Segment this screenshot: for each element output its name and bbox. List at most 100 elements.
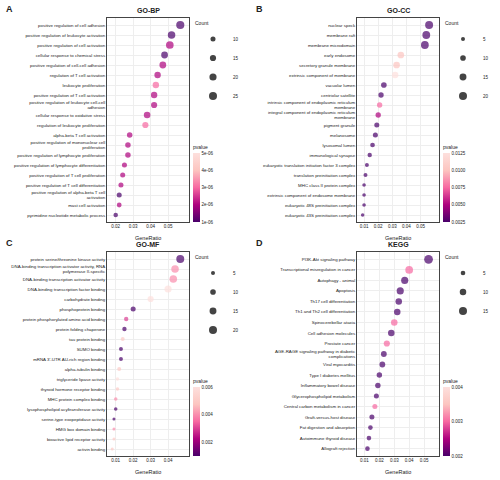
- svg-text:GO-MF: GO-MF: [136, 241, 160, 248]
- svg-text:0.04: 0.04: [146, 224, 155, 229]
- svg-text:15: 15: [483, 309, 489, 314]
- svg-text:secretory granule membrane: secretory granule membrane: [299, 63, 356, 68]
- svg-text:lysosomal lumen: lysosomal lumen: [323, 143, 356, 148]
- svg-text:0.03: 0.03: [146, 458, 155, 463]
- svg-text:0.01: 0.01: [111, 458, 120, 463]
- svg-text:pvalue: pvalue: [193, 144, 208, 150]
- svg-text:early endosome: early endosome: [324, 53, 356, 58]
- svg-text:melanosome: melanosome: [330, 133, 356, 138]
- svg-text:0.04: 0.04: [164, 458, 173, 463]
- svg-text:pyrimidine nucleotide metaboli: pyrimidine nucleotide metabolic process: [27, 213, 106, 218]
- svg-text:5: 5: [233, 271, 236, 276]
- svg-text:pvalue: pvalue: [193, 378, 208, 384]
- svg-text:Autophagy - animal: Autophagy - animal: [317, 278, 355, 283]
- svg-text:cellular response to chemical: cellular response to chemical stress: [36, 53, 106, 58]
- svg-text:serine-type exopeptidase activ: serine-type exopeptidase activity: [42, 417, 107, 422]
- svg-text:10: 10: [233, 37, 239, 42]
- svg-text:positive regulation of leukocy: positive regulation of leukocyte cell-ce…: [29, 100, 105, 111]
- svg-text:GeneRatio: GeneRatio: [135, 235, 161, 241]
- svg-text:PI3K-Akt signaling pathway: PI3K-Akt signaling pathway: [302, 257, 356, 262]
- svg-text:A: A: [6, 4, 13, 14]
- svg-text:Fat digestion and absorption: Fat digestion and absorption: [300, 425, 356, 430]
- svg-text:mast cell activation: mast cell activation: [68, 203, 106, 208]
- svg-text:vacuolar lumen: vacuolar lumen: [325, 83, 355, 88]
- svg-text:eukaryotic translation initiat: eukaryotic translation initiation factor…: [263, 163, 356, 168]
- svg-text:0.02: 0.02: [375, 458, 384, 463]
- svg-text:positive regulation of cell ad: positive regulation of cell adhesion: [38, 23, 106, 28]
- svg-text:Glycerophospholipid metabolism: Glycerophospholipid metabolism: [292, 394, 356, 399]
- svg-text:positive regulation of alpha-b: positive regulation of alpha-beta T cell…: [31, 190, 105, 201]
- svg-text:GeneRatio: GeneRatio: [135, 469, 161, 475]
- svg-text:0.05: 0.05: [416, 224, 425, 229]
- svg-text:cellular response to oxidative: cellular response to oxidative stress: [36, 113, 106, 118]
- svg-text:20: 20: [483, 94, 489, 99]
- svg-text:pvalue: pvalue: [443, 378, 458, 384]
- svg-text:0.0025: 0.0025: [451, 220, 465, 225]
- svg-text:DNA-binding transcription acti: DNA-binding transcription activator acti…: [23, 277, 106, 282]
- svg-text:5: 5: [483, 271, 486, 276]
- svg-text:AGE-RAGE signaling pathway in: AGE-RAGE signaling pathway in diabeticco…: [275, 349, 356, 360]
- svg-text:Type I diabetes mellitus: Type I diabetes mellitus: [309, 373, 356, 378]
- svg-text:0.03: 0.03: [390, 458, 399, 463]
- svg-text:Transcriptional misregulation: Transcriptional misregulation in cancer: [280, 267, 356, 272]
- svg-text:0.05: 0.05: [164, 224, 173, 229]
- svg-text:0.002: 0.002: [451, 454, 463, 459]
- svg-text:positive regulation of lymphoc: positive regulation of lymphocyte prolif…: [17, 153, 105, 158]
- svg-text:D: D: [256, 238, 263, 248]
- svg-text:5: 5: [483, 37, 486, 42]
- svg-text:0.03: 0.03: [129, 224, 138, 229]
- svg-text:0.0050: 0.0050: [451, 202, 465, 207]
- svg-text:0.004: 0.004: [201, 412, 213, 417]
- svg-text:0.04: 0.04: [405, 458, 414, 463]
- svg-text:Prostate cancer: Prostate cancer: [324, 341, 355, 346]
- svg-text:GeneRatio: GeneRatio: [385, 235, 411, 241]
- svg-text:KEGG: KEGG: [388, 241, 409, 248]
- svg-text:0.02: 0.02: [129, 458, 138, 463]
- svg-text:protein phosphorylated amino a: protein phosphorylated amino acid bindin…: [23, 317, 106, 322]
- svg-text:positive regulation of leukocy: positive regulation of leukocyte activat…: [25, 33, 105, 38]
- svg-text:protein folding chaperone: protein folding chaperone: [56, 327, 106, 332]
- svg-text:0.004: 0.004: [451, 385, 463, 390]
- svg-text:lysophospholipid acyltransfera: lysophospholipid acyltransferase activit…: [27, 407, 106, 412]
- svg-text:positive regulation of T cell: positive regulation of T cell differenti…: [26, 183, 106, 188]
- svg-text:MHC class II protein complex: MHC class II protein complex: [298, 183, 356, 188]
- svg-text:Count: Count: [195, 254, 209, 260]
- svg-text:Central carbon metabolism in c: Central carbon metabolism in cancer: [284, 404, 356, 409]
- svg-text:positive regulation of cell-ce: positive regulation of cell-cell adhesio…: [30, 63, 106, 68]
- svg-text:0.0075: 0.0075: [451, 185, 465, 190]
- svg-text:integral component of endoplas: integral component of endoplasmic reticu…: [268, 110, 356, 121]
- svg-text:0.006: 0.006: [201, 385, 213, 390]
- svg-text:20: 20: [233, 328, 239, 333]
- svg-text:SUMO binding: SUMO binding: [77, 347, 106, 352]
- svg-text:regulation of leukocyte prolif: regulation of leukocyte proliferation: [37, 123, 106, 128]
- svg-text:positive regulation of T cell: positive regulation of T cell activation: [34, 93, 106, 98]
- svg-text:15: 15: [233, 56, 239, 61]
- svg-text:10: 10: [233, 290, 239, 295]
- svg-text:10: 10: [483, 56, 489, 61]
- svg-text:positive regulation of T cell: positive regulation of T cell proliferat…: [29, 173, 106, 178]
- svg-text:triglyceride lipase activity: triglyceride lipase activity: [57, 377, 106, 382]
- svg-text:regulation of T cell activatio: regulation of T cell activation: [50, 73, 106, 78]
- svg-text:positive regulation of mononuc: positive regulation of mononuclear cellp…: [31, 140, 106, 151]
- svg-text:Apoptosis: Apoptosis: [336, 288, 356, 293]
- svg-text:alpha-tubulin binding: alpha-tubulin binding: [65, 367, 106, 372]
- svg-text:MHC protein complex binding: MHC protein complex binding: [48, 397, 106, 402]
- svg-text:0.01: 0.01: [360, 224, 369, 229]
- svg-text:GO-BP: GO-BP: [137, 7, 160, 14]
- svg-text:4e-06: 4e-06: [201, 168, 213, 173]
- svg-text:translation preinitiation comp: translation preinitiation complex: [294, 173, 356, 178]
- svg-text:activin binding: activin binding: [77, 447, 105, 452]
- svg-text:0.03: 0.03: [388, 224, 397, 229]
- svg-text:Graft-versus-host disease: Graft-versus-host disease: [305, 415, 356, 420]
- svg-text:Cell adhesion molecules: Cell adhesion molecules: [308, 331, 356, 336]
- svg-text:B: B: [256, 4, 263, 14]
- svg-text:phosphoprotein binding: phosphoprotein binding: [60, 307, 106, 312]
- svg-text:Inflammatory bowel disease: Inflammatory bowel disease: [301, 383, 356, 388]
- svg-text:positive regulation of cell ac: positive regulation of cell activation: [37, 43, 105, 48]
- svg-text:DNA-binding transcription acti: DNA-binding transcription activator acti…: [11, 264, 106, 275]
- svg-text:1e-06: 1e-06: [201, 220, 213, 225]
- svg-text:C: C: [6, 238, 13, 248]
- svg-text:protein serine/threonine kinas: protein serine/threonine kinase activity: [31, 257, 106, 262]
- svg-text:Count: Count: [445, 254, 459, 260]
- svg-text:extrinsic component of membran: extrinsic component of membrane: [289, 73, 356, 78]
